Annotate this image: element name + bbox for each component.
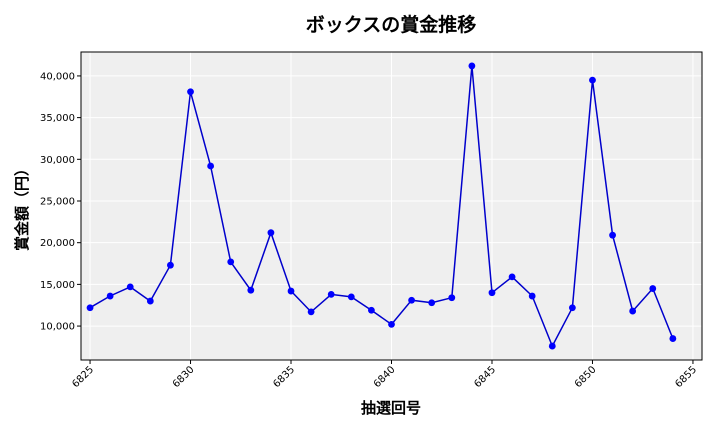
y-tick-label: 40,000 [40, 71, 75, 82]
data-point [388, 320, 395, 328]
data-point [428, 299, 436, 307]
data-point [267, 229, 275, 237]
x-tick-label: 6850 [573, 364, 599, 390]
data-point [167, 261, 174, 269]
data-point [207, 162, 215, 170]
data-point [227, 258, 235, 266]
data-point [368, 306, 375, 314]
data-point [548, 342, 556, 350]
data-point [247, 286, 255, 294]
data-point [589, 76, 596, 84]
data-point [528, 292, 536, 300]
x-tick-label: 6840 [372, 364, 398, 390]
data-point [287, 287, 295, 295]
x-tick-label: 6825 [70, 364, 96, 390]
y-tick-label: 10,000 [40, 322, 75, 333]
x-tick-label: 6835 [271, 364, 297, 390]
data-point [448, 294, 456, 302]
y-axis-label: 賞金額（円） [13, 161, 31, 251]
data-point [327, 290, 335, 298]
y-tick-label: 25,000 [40, 196, 75, 207]
prize-line [89, 65, 674, 348]
x-axis-label: 抽選回号 [361, 399, 421, 417]
y-tick-label: 20,000 [40, 238, 75, 249]
y-tick-label: 35,000 [40, 113, 75, 124]
y-tick-label: 30,000 [40, 155, 75, 166]
chart-title: ボックスの賞金推移 [306, 13, 476, 36]
x-tick-label: 6830 [171, 364, 197, 390]
data-point [408, 296, 415, 304]
data-point [568, 304, 576, 312]
data-point [86, 304, 94, 312]
data-point [187, 88, 194, 96]
data-point [106, 292, 114, 300]
data-point [146, 297, 154, 305]
data-point [629, 307, 637, 315]
data-point [468, 62, 476, 70]
data-point [488, 289, 496, 297]
plot-frame [80, 51, 703, 361]
data-point [649, 285, 657, 292]
data-point [307, 308, 315, 316]
x-tick-label: 6845 [472, 364, 498, 390]
series [86, 62, 677, 350]
y-tick-label: 15,000 [40, 280, 75, 291]
data-point [126, 283, 134, 291]
data-point [347, 293, 355, 301]
data-point [508, 273, 516, 281]
data-point [669, 335, 677, 342]
data-point [609, 231, 616, 239]
grid-lines [81, 52, 702, 360]
x-tick-label: 6855 [673, 364, 699, 390]
